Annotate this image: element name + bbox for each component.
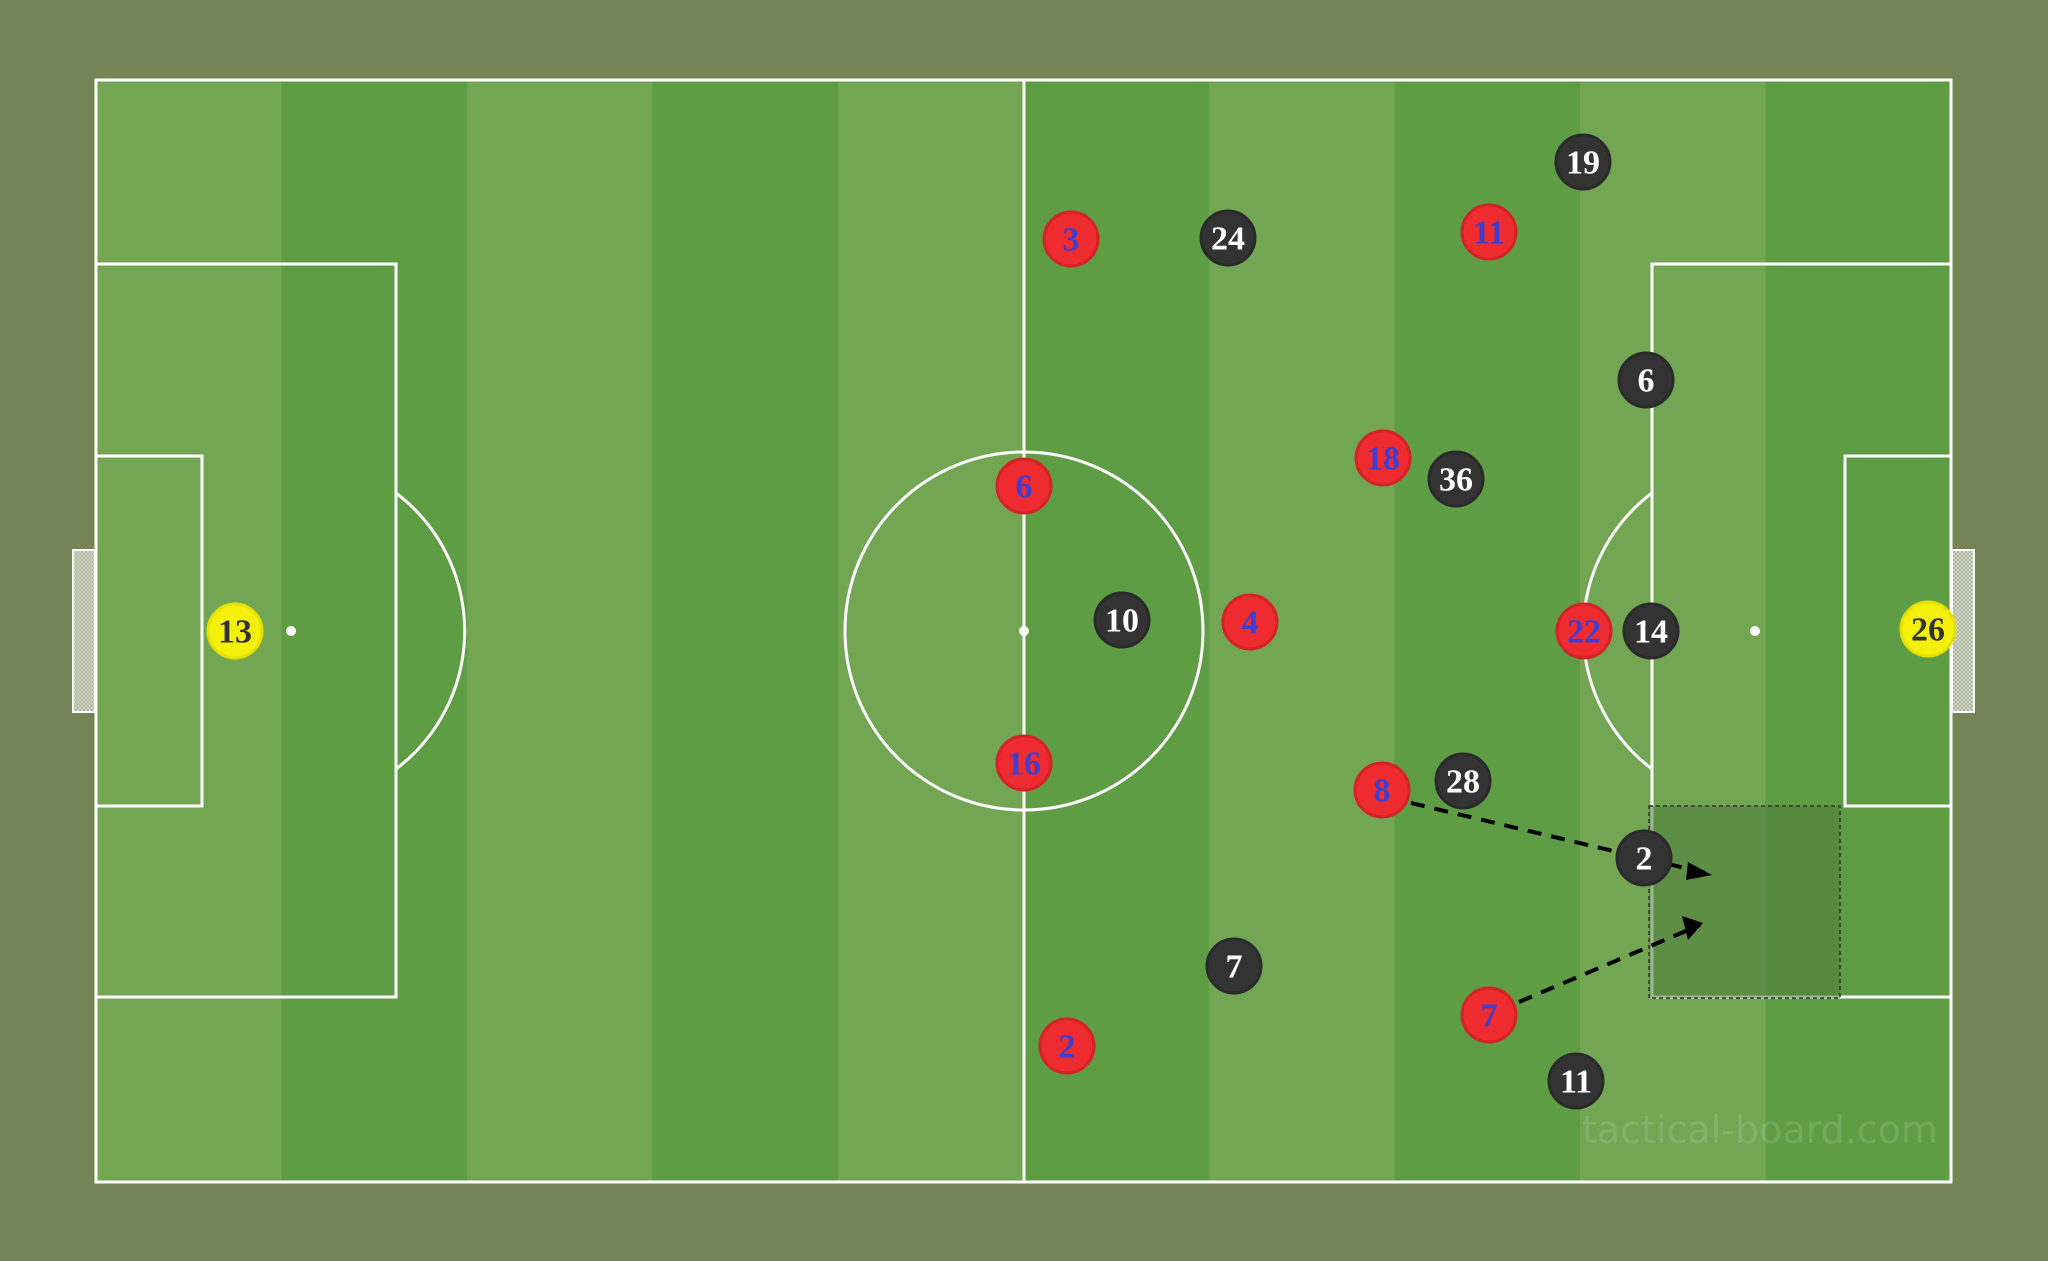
player-number: 8 [1374, 773, 1391, 810]
red-player[interactable]: 22 [1555, 602, 1613, 660]
player-number: 19 [1566, 145, 1600, 182]
pitch-stripe [652, 80, 839, 1182]
player-number: 10 [1105, 603, 1139, 640]
player-number: 2 [1059, 1029, 1076, 1066]
black-player[interactable]: 36 [1427, 450, 1485, 508]
pitch-stripe [838, 80, 1024, 1182]
spots [286, 626, 1760, 636]
red-player[interactable]: 2 [1038, 1017, 1096, 1075]
player-token[interactable] [1554, 133, 1612, 191]
centre-circle [843, 450, 1205, 812]
black-player[interactable]: 11 [1547, 1052, 1605, 1110]
player-number: 4 [1242, 605, 1259, 642]
arrowhead-icon [1686, 862, 1712, 880]
player-token[interactable] [1042, 210, 1100, 268]
player-token[interactable] [1205, 937, 1263, 995]
player-token[interactable] [206, 602, 264, 660]
players: 3 11 18 6 4 22 16 8 7 2 19 24 6 36 10 14 28 2 7 11 13 26 [206, 133, 1957, 1110]
red-player[interactable]: 4 [1221, 593, 1279, 651]
player-token[interactable] [1899, 600, 1957, 658]
player-number: 11 [1560, 1064, 1592, 1101]
player-token[interactable] [1353, 761, 1411, 819]
player-token[interactable] [1434, 752, 1492, 810]
player-number: 6 [1016, 469, 1033, 506]
right-penalty-spot [1750, 626, 1760, 636]
black-player[interactable]: 19 [1554, 133, 1612, 191]
watermark: tactical-board.com [1582, 1108, 1938, 1152]
black-player[interactable]: 14 [1622, 602, 1680, 660]
player-number: 13 [218, 614, 252, 651]
left-goal [72, 549, 96, 713]
red-player[interactable]: 6 [995, 457, 1053, 515]
run-arrow-7[interactable] [1518, 923, 1701, 1004]
player-token[interactable] [1615, 829, 1673, 887]
player-number: 3 [1063, 222, 1080, 259]
player-token[interactable] [1427, 450, 1485, 508]
red-player[interactable]: 11 [1460, 203, 1518, 261]
centre-spot [1019, 626, 1029, 636]
goalkeeper[interactable]: 26 [1899, 600, 1957, 658]
left-penalty-spot [286, 626, 296, 636]
player-number: 22 [1567, 614, 1601, 651]
red-player[interactable]: 3 [1042, 210, 1100, 268]
red-player[interactable]: 18 [1354, 429, 1412, 487]
player-token[interactable] [1199, 209, 1257, 267]
player-token[interactable] [995, 734, 1053, 792]
player-token[interactable] [1354, 429, 1412, 487]
player-token[interactable] [1460, 203, 1518, 261]
left-penalty-arc [395, 491, 467, 771]
player-number: 6 [1638, 363, 1655, 400]
goalkeeper[interactable]: 13 [206, 602, 264, 660]
player-number: 16 [1007, 746, 1041, 783]
player-number: 28 [1446, 764, 1480, 801]
red-player[interactable]: 7 [1460, 986, 1518, 1044]
player-number: 11 [1473, 215, 1505, 252]
pitch-stripe [467, 80, 653, 1182]
red-player[interactable]: 8 [1353, 761, 1411, 819]
black-player[interactable]: 10 [1093, 591, 1151, 649]
highlighted-zone[interactable] [1648, 805, 1841, 999]
player-number: 36 [1439, 462, 1473, 499]
black-player[interactable]: 2 [1615, 829, 1673, 887]
black-player[interactable]: 28 [1434, 752, 1492, 810]
player-token[interactable] [1622, 602, 1680, 660]
black-player[interactable]: 7 [1205, 937, 1263, 995]
player-number: 26 [1911, 612, 1945, 649]
player-token[interactable] [1555, 602, 1613, 660]
player-number: 7 [1481, 998, 1498, 1035]
black-player[interactable]: 24 [1199, 209, 1257, 267]
player-number: 24 [1211, 221, 1245, 258]
black-player[interactable]: 6 [1617, 351, 1675, 409]
player-token[interactable] [1547, 1052, 1605, 1110]
player-number: 2 [1636, 841, 1653, 878]
player-token[interactable] [1460, 986, 1518, 1044]
arrowhead-icon [1682, 916, 1703, 940]
player-token[interactable] [1221, 593, 1279, 651]
player-token[interactable] [1617, 351, 1675, 409]
player-token[interactable] [1093, 591, 1151, 649]
pitch-stripe [281, 80, 468, 1182]
red-player[interactable]: 16 [995, 734, 1053, 792]
player-token[interactable] [995, 457, 1053, 515]
player-token[interactable] [1038, 1017, 1096, 1075]
player-number: 7 [1226, 949, 1243, 986]
player-number: 18 [1366, 441, 1400, 478]
player-number: 14 [1634, 614, 1668, 651]
